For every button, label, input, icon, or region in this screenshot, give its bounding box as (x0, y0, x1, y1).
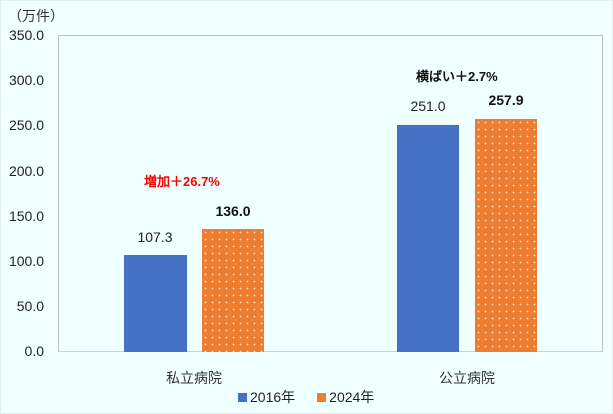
y-tick-label: 350.0 (8, 27, 44, 43)
x-category-private: 私立病院 (166, 370, 222, 386)
legend-label-2016: 2016年 (250, 389, 296, 405)
annotation-public-flat: 横ばい＋2.7% (416, 69, 498, 84)
legend: 2016年 2024年 (238, 387, 374, 407)
value-label-public-2024: 257.9 (488, 92, 524, 108)
legend-swatch-blue-icon (238, 392, 247, 402)
legend-item-2016: 2016年 (238, 387, 295, 407)
y-tick-label: 100.0 (8, 253, 44, 269)
y-tick-label: 250.0 (8, 117, 44, 133)
y-tick-label: 200.0 (8, 163, 44, 179)
value-label-private-2016: 107.3 (137, 229, 173, 245)
legend-item-2024: 2024年 (317, 387, 374, 407)
value-label-private-2024: 136.0 (215, 203, 251, 219)
y-tick-label: 150.0 (8, 208, 44, 224)
y-tick-label: 0.0 (24, 343, 44, 359)
x-category-public: 公立病院 (439, 370, 495, 386)
legend-swatch-orange-icon (317, 392, 327, 402)
legend-label-2024: 2024年 (329, 389, 375, 405)
bar-private-2016 (124, 255, 187, 352)
bar-public-2016 (397, 125, 459, 352)
plot-area (58, 35, 603, 352)
bar-public-2024 (475, 119, 537, 352)
annotation-private-increase: 増加＋26.7% (144, 174, 220, 189)
y-tick-label: 50.0 (16, 298, 44, 314)
y-tick-label: 300.0 (8, 72, 44, 88)
y-axis-unit-label: （万件） (8, 8, 64, 24)
bar-private-2024 (202, 229, 264, 352)
value-label-public-2016: 251.0 (410, 98, 446, 114)
